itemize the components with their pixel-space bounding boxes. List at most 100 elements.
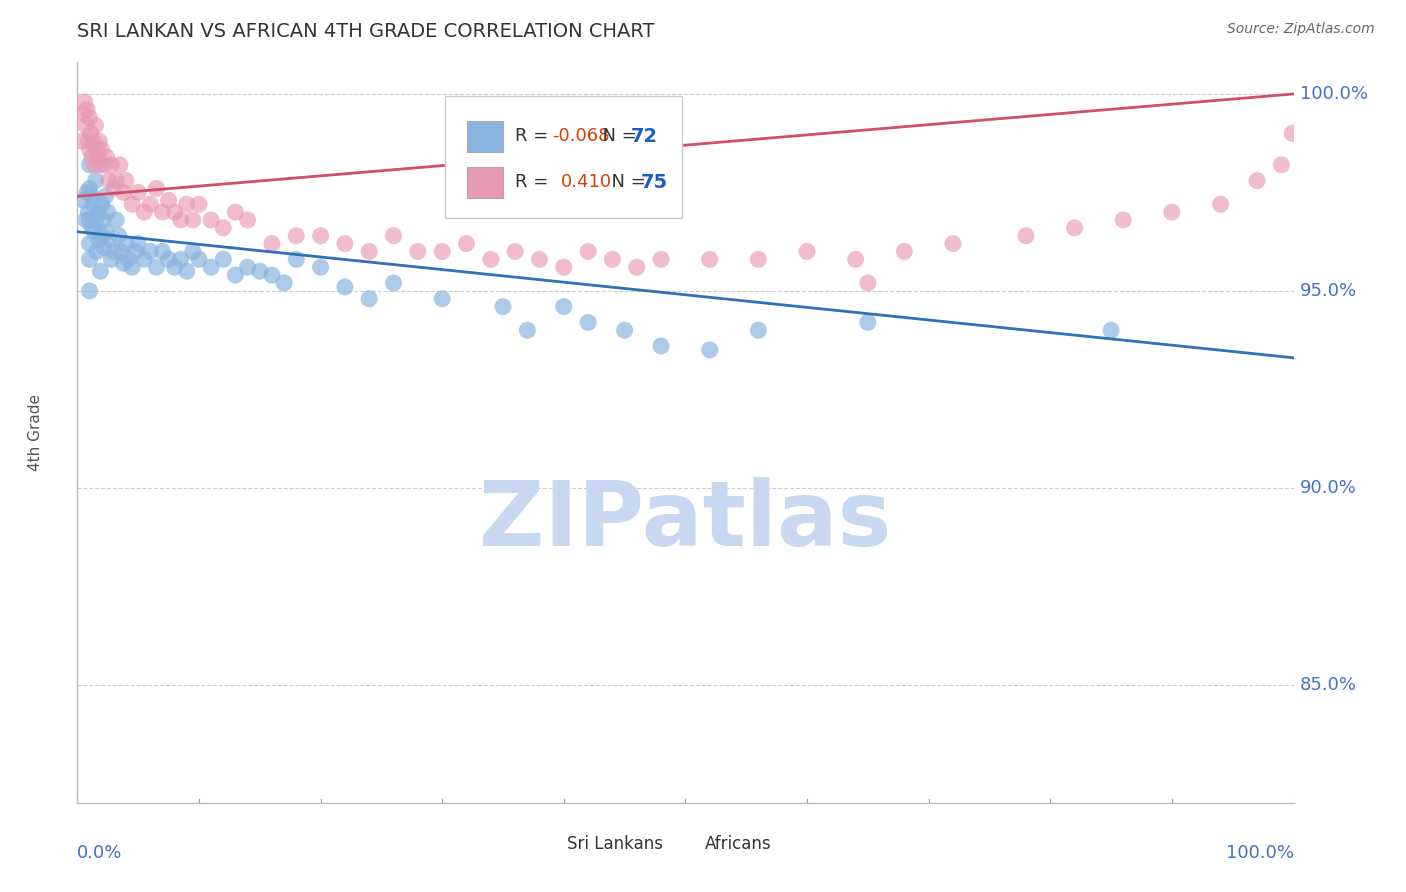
Point: [84, 173, 107, 187]
Text: Source: ZipAtlas.com: Source: ZipAtlas.com: [1227, 22, 1375, 37]
Text: 0.0%: 0.0%: [77, 844, 122, 862]
Point: [139, 197, 162, 211]
Point: [125, 244, 148, 259]
Point: [200, 260, 222, 275]
Point: [145, 181, 167, 195]
Point: [1161, 205, 1184, 219]
Point: [91, 213, 114, 227]
Point: [333, 280, 356, 294]
Point: [382, 276, 405, 290]
Point: [89, 158, 111, 172]
Point: [157, 194, 180, 208]
Text: 100.0%: 100.0%: [1299, 85, 1368, 103]
Point: [613, 323, 636, 337]
Text: Sri Lankans: Sri Lankans: [568, 835, 664, 853]
Point: [112, 256, 135, 270]
Point: [82, 134, 104, 148]
Point: [139, 244, 162, 259]
Point: [134, 205, 156, 219]
Point: [127, 236, 149, 251]
Point: [699, 343, 721, 357]
Point: [87, 150, 110, 164]
Point: [212, 252, 235, 267]
Point: [112, 186, 135, 200]
Text: SRI LANKAN VS AFRICAN 4TH GRADE CORRELATION CHART: SRI LANKAN VS AFRICAN 4TH GRADE CORRELAT…: [77, 22, 655, 41]
Point: [333, 236, 356, 251]
Point: [84, 119, 107, 133]
Point: [75, 213, 97, 227]
Point: [83, 225, 105, 239]
Text: 75: 75: [640, 173, 668, 192]
Point: [212, 220, 235, 235]
Point: [103, 244, 125, 259]
Point: [382, 228, 405, 243]
Point: [97, 173, 120, 187]
Point: [1246, 173, 1268, 187]
Point: [79, 142, 101, 156]
Text: 100.0%: 100.0%: [1226, 844, 1294, 862]
Text: 4th Grade: 4th Grade: [28, 394, 44, 471]
Point: [492, 300, 515, 314]
Point: [1099, 323, 1122, 337]
FancyBboxPatch shape: [467, 167, 503, 198]
Point: [456, 236, 478, 251]
Text: R =: R =: [515, 173, 560, 192]
Text: 72: 72: [631, 127, 658, 146]
Point: [93, 158, 115, 172]
Point: [1112, 213, 1135, 227]
Point: [516, 323, 538, 337]
Point: [309, 260, 332, 275]
Point: [170, 213, 193, 227]
Point: [107, 228, 129, 243]
Point: [200, 213, 222, 227]
Point: [97, 205, 120, 219]
Point: [79, 158, 101, 172]
Point: [121, 197, 143, 211]
Point: [170, 252, 193, 267]
Point: [79, 236, 101, 251]
Text: 85.0%: 85.0%: [1299, 675, 1357, 694]
Point: [430, 292, 453, 306]
Point: [110, 244, 132, 259]
Point: [359, 244, 381, 259]
Text: -0.068: -0.068: [551, 128, 609, 145]
Point: [236, 213, 259, 227]
Point: [260, 268, 283, 282]
Text: R =: R =: [515, 128, 554, 145]
Point: [79, 284, 101, 298]
Point: [529, 252, 551, 267]
Point: [121, 260, 143, 275]
Point: [73, 95, 96, 109]
Point: [79, 252, 101, 267]
Text: N =: N =: [591, 128, 643, 145]
Point: [108, 158, 131, 172]
Point: [80, 189, 103, 203]
Point: [96, 225, 118, 239]
Point: [77, 134, 100, 148]
Point: [188, 252, 211, 267]
Point: [89, 134, 111, 148]
Point: [845, 252, 868, 267]
Point: [80, 126, 103, 140]
Point: [576, 244, 599, 259]
Point: [626, 260, 648, 275]
Point: [359, 292, 381, 306]
Point: [72, 106, 94, 120]
Point: [430, 244, 453, 259]
Point: [176, 264, 198, 278]
Point: [115, 173, 138, 187]
Point: [90, 142, 112, 156]
Point: [1209, 197, 1232, 211]
Point: [86, 142, 108, 156]
Point: [127, 186, 149, 200]
Text: Africans: Africans: [704, 835, 772, 853]
Point: [80, 220, 103, 235]
Point: [942, 236, 965, 251]
FancyBboxPatch shape: [671, 835, 697, 853]
Point: [94, 189, 117, 203]
FancyBboxPatch shape: [533, 835, 560, 853]
FancyBboxPatch shape: [444, 95, 682, 218]
Point: [699, 252, 721, 267]
Point: [75, 119, 97, 133]
Point: [87, 205, 110, 219]
